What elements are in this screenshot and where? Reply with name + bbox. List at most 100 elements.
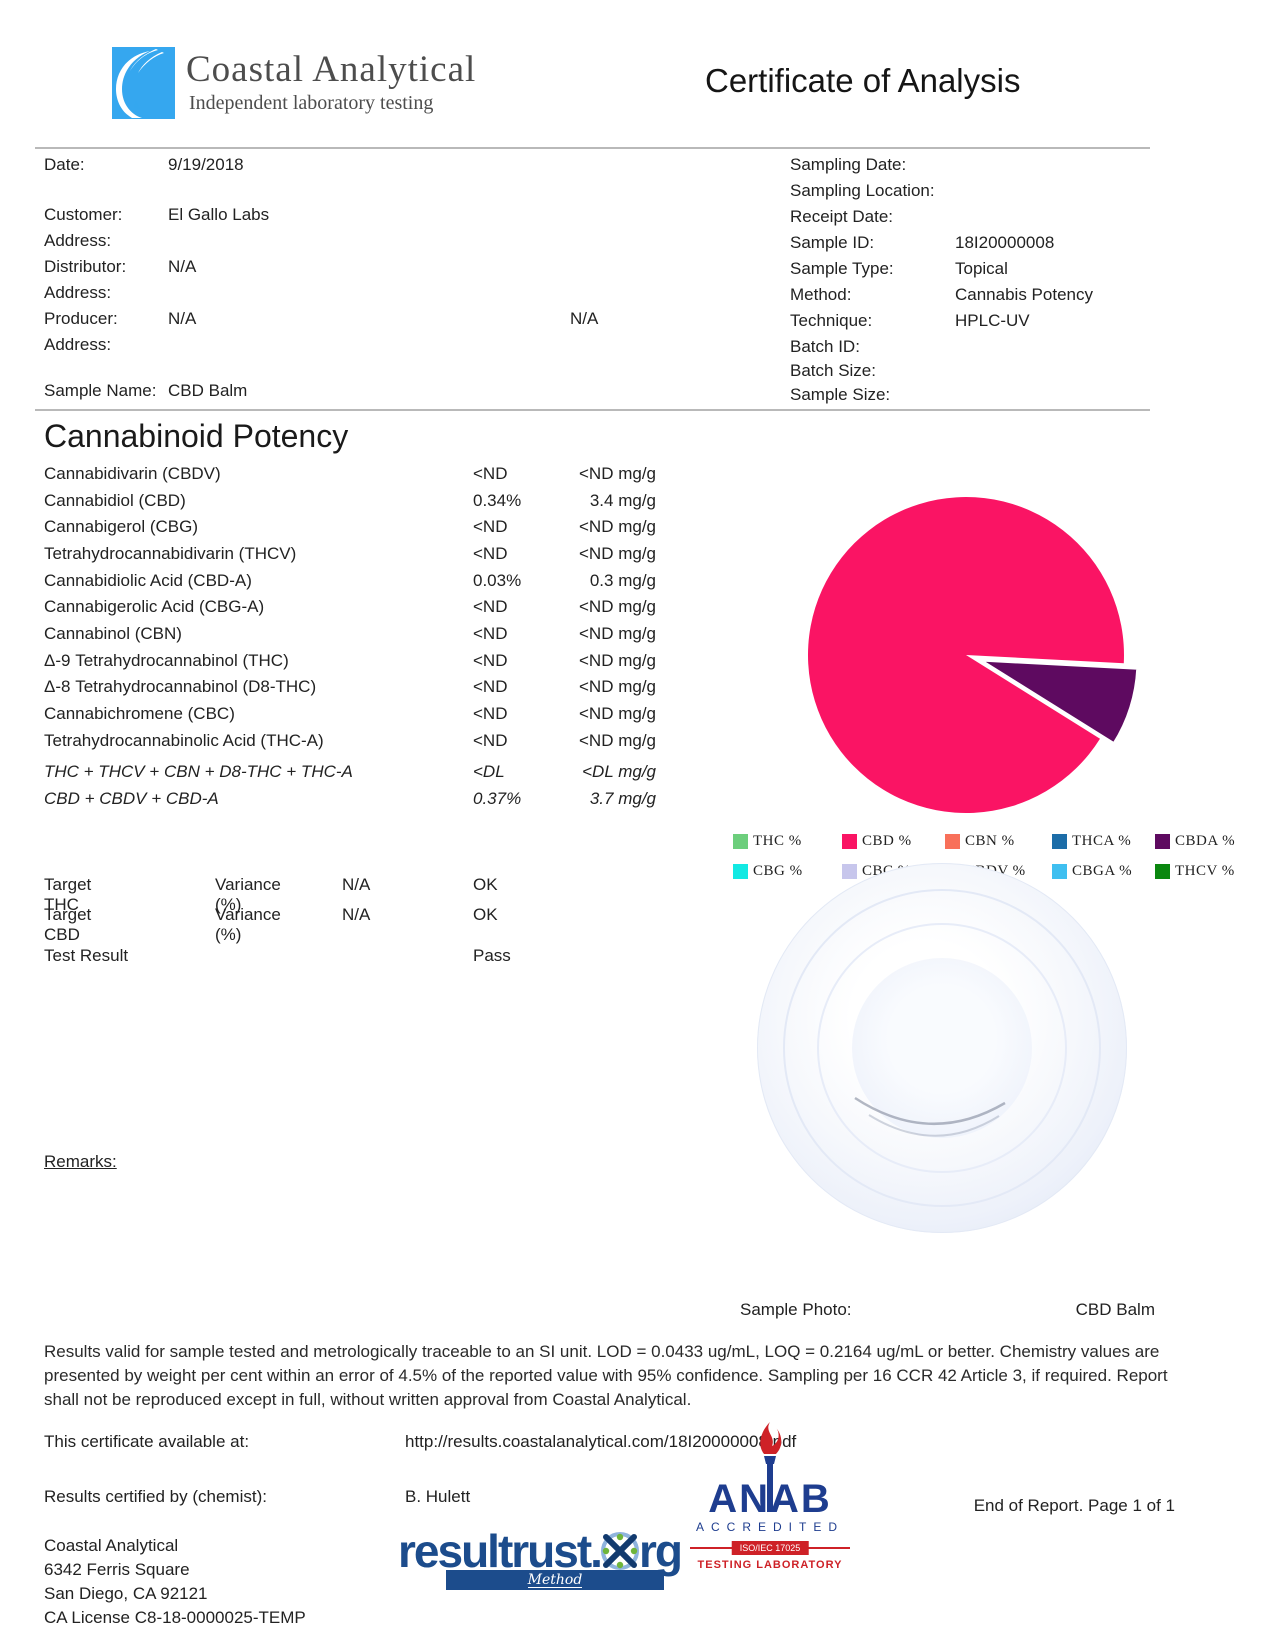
- sample-id-label: Sample ID:: [790, 233, 875, 252]
- legend-item: CBD %: [842, 832, 912, 850]
- customer-address-label: Address:: [44, 231, 112, 250]
- summary-percent: <DL: [473, 762, 505, 781]
- batch-id-label: Batch ID:: [790, 337, 860, 356]
- legend-swatch: [842, 863, 857, 879]
- analyte-mgg: <ND mg/g: [579, 731, 656, 750]
- analyte-mgg: <ND mg/g: [579, 597, 656, 616]
- analyte-mgg: <ND mg/g: [579, 624, 656, 643]
- legend-swatch: [1155, 833, 1170, 849]
- sample-size-label: Sample Size:: [790, 385, 891, 404]
- analyte-name: Cannabidivarin (CBDV): [44, 464, 221, 483]
- brand-name: Coastal Analytical: [186, 49, 477, 90]
- pie-slice-cbd: [807, 497, 1124, 814]
- receipt-date-label: Receipt Date:: [790, 207, 893, 226]
- resultrust-logo: resultrust. rg Method: [398, 1528, 698, 1590]
- legend-item: THC %: [733, 832, 802, 850]
- distributor-label: Distributor:: [44, 257, 127, 276]
- resultrust-text: resultrust.: [398, 1525, 603, 1577]
- table-summary-row: CBD + CBDV + CBD-A 0.37% 3.7 mg/g: [0, 789, 1275, 813]
- analyte-name: Δ-8 Tetrahydrocannabinol (D8-THC): [44, 677, 317, 696]
- customer-label: Customer:: [44, 205, 123, 224]
- analyte-name: Cannabigerolic Acid (CBG-A): [44, 597, 265, 616]
- resultrust-text: rg: [638, 1525, 683, 1577]
- wave-logo-icon: [112, 47, 175, 119]
- compass-icon: [600, 1532, 639, 1570]
- analyte-mgg: <ND mg/g: [579, 677, 656, 696]
- analyte-percent: <ND: [473, 544, 508, 563]
- sample-photo: [757, 863, 1127, 1233]
- legend-item: THCA %: [1052, 832, 1131, 850]
- analyte-percent: <ND: [473, 651, 508, 670]
- analyte-percent: 0.03%: [473, 571, 522, 590]
- anab-iso-line: ISO/IEC 17025: [690, 1541, 850, 1555]
- cannabinoid-pie-chart: [807, 497, 1140, 814]
- table-row: Cannabinol (CBN) <ND <ND mg/g: [0, 624, 1275, 648]
- summary-percent: 0.37%: [473, 789, 522, 808]
- certificate-url[interactable]: http://results.coastalanalytical.com/18I…: [405, 1432, 797, 1451]
- customer-value: El Gallo Labs: [168, 205, 270, 224]
- table-row: Cannabidiolic Acid (CBD-A) 0.03% 0.3 mg/…: [0, 571, 1275, 595]
- table-row: Cannabidiol (CBD) 0.34% 3.4 mg/g: [0, 491, 1275, 515]
- jar-reflection-arcs: [854, 1096, 1006, 1137]
- table-row: Cannabidivarin (CBDV) <ND <ND mg/g: [0, 464, 1275, 488]
- target-name: Target THC: [44, 875, 92, 914]
- analyte-name: Tetrahydrocannabinolic Acid (THC-A): [44, 731, 324, 750]
- date-value: 9/19/2018: [168, 155, 244, 174]
- table-summary-row: THC + THCV + CBN + D8-THC + THC-A <DL <D…: [0, 762, 1275, 786]
- analyte-percent: <ND: [473, 464, 508, 483]
- producer-value: N/A: [168, 309, 197, 328]
- legend-item: CBDA %: [1155, 832, 1235, 850]
- test-result-label: Test Result: [44, 946, 129, 965]
- analyte-mgg: <ND mg/g: [579, 464, 656, 483]
- analyte-mgg: <ND mg/g: [579, 517, 656, 536]
- chemist-name: B. Hulett: [405, 1487, 471, 1506]
- legend-swatch: [733, 863, 748, 879]
- legend-swatch: [1155, 863, 1170, 879]
- producer-address-label: Address:: [44, 335, 112, 354]
- analyte-percent: <ND: [473, 704, 508, 723]
- sample-photo-label: Sample Photo:: [740, 1300, 852, 1319]
- jar-inner-ring: [817, 923, 1067, 1173]
- analyte-name: Tetrahydrocannabidivarin (THCV): [44, 544, 297, 563]
- analyte-mgg: <ND mg/g: [579, 651, 656, 670]
- lab-address-line: San Diego, CA 92121: [44, 1584, 208, 1603]
- coastal-analytical-logo: [112, 47, 175, 119]
- resultrust-method-bar: Method: [446, 1570, 664, 1590]
- table-row: Cannabichromene (CBC) <ND <ND mg/g: [0, 704, 1275, 728]
- analyte-percent: <ND: [473, 597, 508, 616]
- method-label: Method:: [790, 285, 852, 304]
- legend-item: CBGA %: [1052, 862, 1132, 880]
- divider: [35, 147, 1150, 149]
- variance-status: OK: [473, 905, 498, 924]
- summary-mgg: 3.7 mg/g: [589, 789, 656, 808]
- sample-type-value: Topical: [955, 259, 1008, 278]
- divider: [35, 409, 1150, 411]
- summary-mgg: <DL mg/g: [582, 762, 656, 781]
- legend-item: CBN %: [945, 832, 1015, 850]
- page-title: Certificate of Analysis: [705, 62, 1021, 99]
- technique-label: Technique:: [790, 311, 873, 330]
- lab-address-line: CA License C8-18-0000025-TEMP: [44, 1608, 306, 1627]
- certified-by-label: Results certified by (chemist):: [44, 1487, 267, 1506]
- variance-value: N/A: [342, 875, 371, 894]
- anab-accredited-label: ACCREDITED: [695, 1520, 844, 1534]
- sample-type-label: Sample Type:: [790, 259, 894, 278]
- analyte-name: Cannabinol (CBN): [44, 624, 182, 643]
- analyte-mgg: <ND mg/g: [579, 544, 656, 563]
- anab-testing-label: TESTING LABORATORY: [697, 1559, 843, 1571]
- variance-label: Variance (%): [215, 905, 281, 944]
- brand-tagline: Independent laboratory testing: [189, 92, 434, 114]
- disclaimer-paragraph: Results valid for sample tested and metr…: [44, 1342, 1168, 1409]
- legend-swatch: [842, 833, 857, 849]
- legend-item: THCV %: [1155, 862, 1235, 880]
- table-row: Δ-9 Tetrahydrocannabinol (THC) <ND <ND m…: [0, 651, 1275, 675]
- analyte-percent: 0.34%: [473, 491, 522, 510]
- method-value: Cannabis Potency: [955, 285, 1093, 304]
- analyte-mgg: <ND mg/g: [579, 704, 656, 723]
- summary-name: CBD + CBDV + CBD-A: [44, 789, 219, 808]
- distributor-value: N/A: [168, 257, 197, 276]
- sampling-location-label: Sampling Location:: [790, 181, 935, 200]
- legend-item: CBG %: [733, 862, 803, 880]
- end-of-report: End of Report. Page 1 of 1: [973, 1496, 1175, 1515]
- table-row: Δ-8 Tetrahydrocannabinol (D8-THC) <ND <N…: [0, 677, 1275, 701]
